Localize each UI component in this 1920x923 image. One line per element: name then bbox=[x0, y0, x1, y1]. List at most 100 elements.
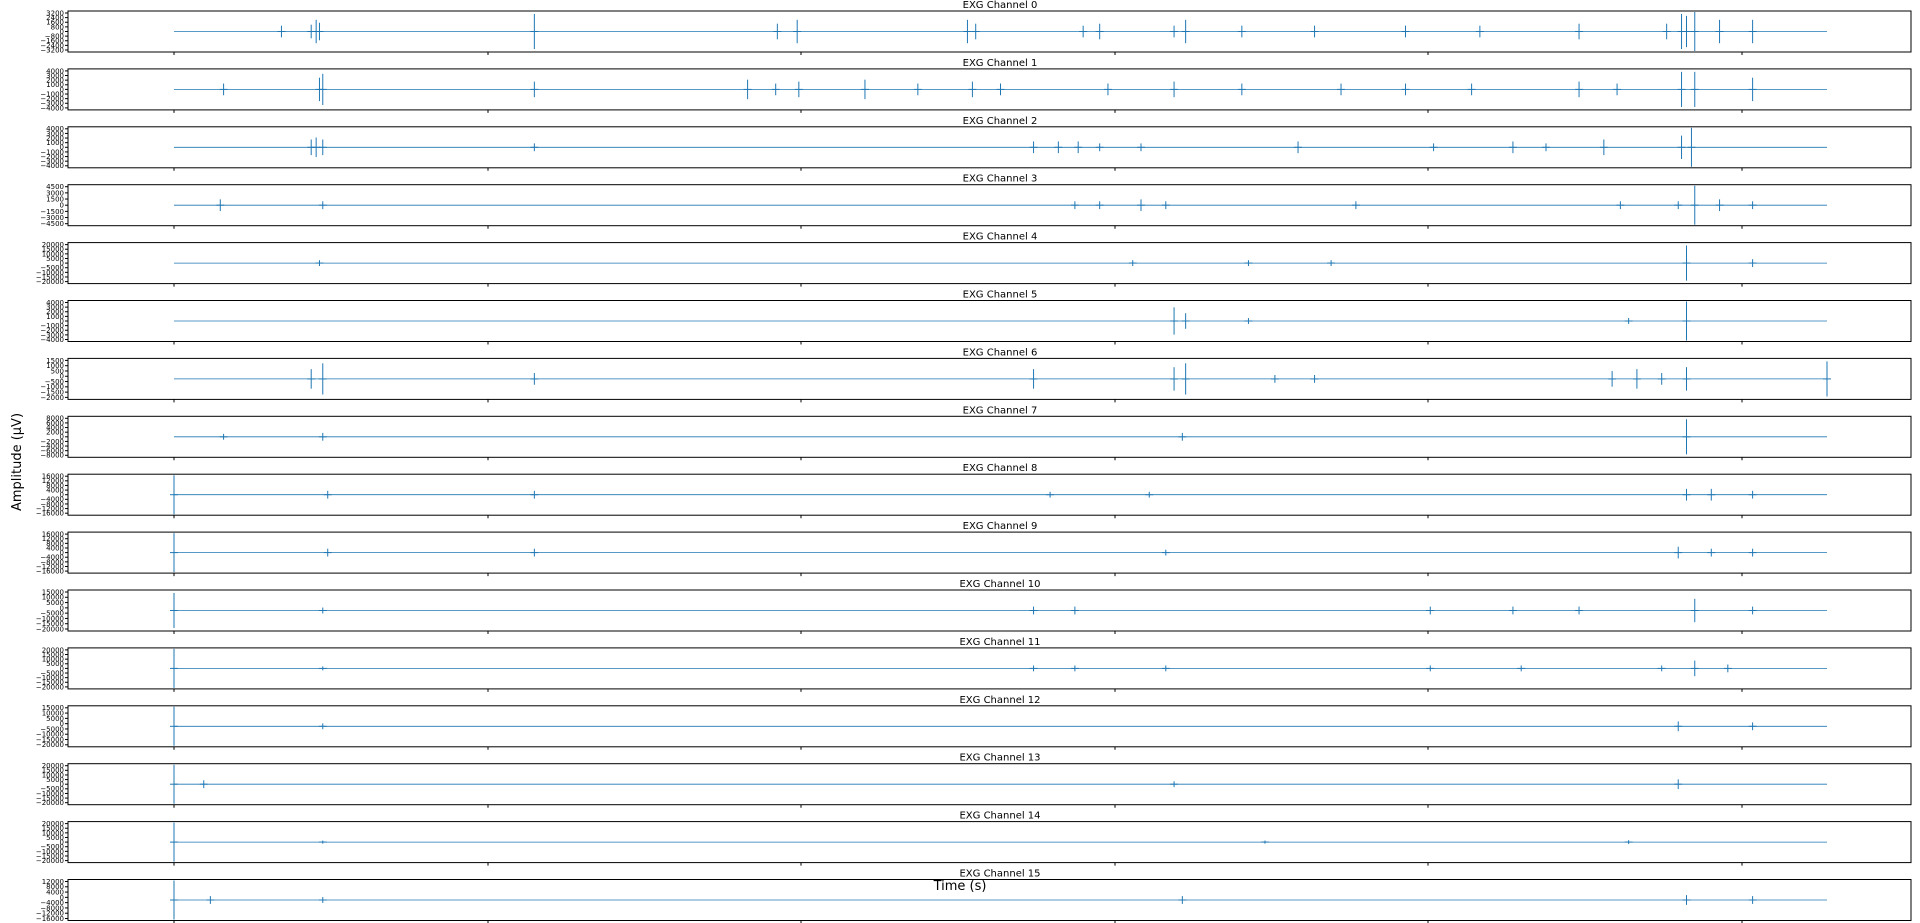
channel-panel-7: EXG Channel 7 80006000400020000−2000−4000… bbox=[40, 405, 1912, 461]
y-tick-label: 15000 bbox=[42, 767, 64, 775]
y-tick-label: 5000 bbox=[46, 660, 64, 668]
channel-panel-0: EXG Channel 0 3200240016008000−800−1600−2… bbox=[40, 0, 1912, 55]
y-axis-label: Amplitude (µV) bbox=[10, 413, 25, 511]
channel-panels: EXG Channel 03200240016008000−800−1600−2… bbox=[36, 0, 1912, 923]
y-tick-label: −8000 bbox=[40, 452, 64, 460]
y-tick-label: −6000 bbox=[40, 447, 64, 455]
y-tick-label: 8000 bbox=[46, 540, 64, 548]
panel-title: EXG Channel 3 bbox=[963, 174, 1038, 185]
y-tick-label: −500 bbox=[45, 378, 64, 386]
y-tick-label: −10000 bbox=[36, 731, 64, 739]
y-tick-label: −4000 bbox=[40, 104, 64, 112]
y-tick-label: −4500 bbox=[40, 220, 64, 228]
channel-panel-2: EXG Channel 2 40003000200010000−1000−2000… bbox=[40, 116, 1912, 171]
y-tick-label: −1600 bbox=[40, 37, 64, 45]
y-tick-label: −4000 bbox=[40, 496, 64, 504]
y-tick-label: 2000 bbox=[46, 134, 64, 142]
y-tick-label: −2000 bbox=[40, 438, 64, 446]
y-tick-label: −2000 bbox=[40, 153, 64, 161]
panel-frame bbox=[67, 357, 1912, 400]
y-tick-label: 4000 bbox=[46, 424, 64, 432]
y-tick-label: 12000 bbox=[42, 477, 64, 485]
y-tick-label: 3000 bbox=[46, 304, 64, 312]
panel-title: EXG Channel 14 bbox=[959, 811, 1040, 822]
y-tick-label: −3200 bbox=[40, 46, 64, 54]
channel-panel-6: EXG Channel 6 150010005000−500−1000−1500−… bbox=[40, 347, 1912, 403]
channel-panel-13: EXG Channel 1320000150001000050000−5000−… bbox=[36, 753, 1912, 808]
y-tick-label: −3000 bbox=[40, 158, 64, 166]
y-tick-label: 5000 bbox=[46, 715, 64, 723]
y-tick-label: 2400 bbox=[46, 14, 64, 22]
y-tick-label: −3000 bbox=[40, 331, 64, 339]
y-tick-label: 0 bbox=[60, 260, 64, 268]
y-tick-label: −20000 bbox=[36, 278, 64, 286]
y-tick-label: −10000 bbox=[36, 269, 64, 277]
y-tick-label: 3000 bbox=[46, 72, 64, 80]
y-tick-label: 5000 bbox=[46, 599, 64, 607]
y-tick-label: −5000 bbox=[40, 669, 64, 677]
channel-panel-8: EXG Channel 8 1600012000800040000−4000−80… bbox=[36, 463, 1912, 519]
y-tick-label: −2400 bbox=[40, 42, 64, 50]
y-tick-label: 10000 bbox=[42, 594, 64, 602]
y-tick-label: 10000 bbox=[42, 250, 64, 258]
channel-panel-14: EXG Channel 1420000150001000050000−5000−… bbox=[36, 811, 1912, 866]
y-tick-label: 15000 bbox=[42, 704, 64, 712]
y-tick-label: −15000 bbox=[36, 736, 64, 744]
channel-panel-10: EXG Channel 10 150001000050000−5000−10000… bbox=[36, 579, 1912, 634]
y-tick-label: 20000 bbox=[42, 241, 64, 249]
y-tick-label: −5000 bbox=[40, 843, 64, 851]
y-tick-label: 12000 bbox=[42, 878, 64, 886]
y-tick-label: 10000 bbox=[42, 709, 64, 717]
y-tick-label: −16000 bbox=[36, 568, 64, 576]
y-tick-label: −20000 bbox=[36, 625, 64, 633]
channel-panel-9: EXG Channel 9 1600012000800040000−4000−80… bbox=[36, 521, 1912, 577]
y-tick-label: −4000 bbox=[40, 336, 64, 344]
y-tick-label: 15000 bbox=[42, 651, 64, 659]
y-tick-label: 0 bbox=[60, 781, 64, 789]
y-tick-label: −5000 bbox=[40, 785, 64, 793]
y-tick-label: −1000 bbox=[40, 90, 64, 98]
channel-panel-4: EXG Channel 4 20000150001000050000−5000−1… bbox=[36, 232, 1912, 287]
y-tick-label: 4000 bbox=[46, 544, 64, 552]
y-tick-label: −16000 bbox=[36, 510, 64, 518]
y-tick-label: 0 bbox=[60, 839, 64, 847]
y-tick-label: 4000 bbox=[46, 299, 64, 307]
y-tick-label: −10000 bbox=[36, 674, 64, 682]
y-tick-label: 15000 bbox=[42, 588, 64, 596]
y-tick-label: −5000 bbox=[40, 610, 64, 618]
y-tick-label: −4000 bbox=[40, 899, 64, 907]
y-tick-label: 1000 bbox=[46, 313, 64, 321]
y-tick-label: 5000 bbox=[46, 776, 64, 784]
y-tick-label: 0 bbox=[60, 604, 64, 612]
panel-title: EXG Channel 11 bbox=[959, 637, 1040, 648]
y-tick-label: −15000 bbox=[36, 679, 64, 687]
y-tick-label: −8000 bbox=[40, 904, 64, 912]
y-tick-label: 0 bbox=[60, 491, 64, 499]
y-tick-label: 1600 bbox=[46, 19, 64, 27]
y-tick-label: 1500 bbox=[46, 357, 64, 365]
y-tick-label: 4000 bbox=[46, 888, 64, 896]
y-tick-label: −20000 bbox=[36, 857, 64, 865]
y-tick-label: −15000 bbox=[36, 620, 64, 628]
y-tick-label: 0 bbox=[60, 720, 64, 728]
y-tick-label: 2000 bbox=[46, 308, 64, 316]
y-tick-label: 8000 bbox=[46, 415, 64, 423]
y-tick-label: 12000 bbox=[42, 535, 64, 543]
y-tick-label: 20000 bbox=[42, 820, 64, 828]
y-tick-label: −5000 bbox=[40, 725, 64, 733]
y-tick-label: −4000 bbox=[40, 162, 64, 170]
y-tick-label: −15000 bbox=[36, 273, 64, 281]
y-tick-label: −5000 bbox=[40, 264, 64, 272]
y-tick-label: 16000 bbox=[42, 473, 64, 481]
y-tick-label: 3000 bbox=[46, 189, 64, 197]
y-tick-label: −12000 bbox=[36, 910, 64, 918]
y-tick-label: 8000 bbox=[46, 883, 64, 891]
panel-title: EXG Channel 0 bbox=[963, 0, 1038, 11]
y-tick-label: 500 bbox=[51, 367, 64, 375]
x-axis-label: Time (s) bbox=[933, 879, 987, 894]
y-tick-label: 3200 bbox=[46, 9, 64, 17]
y-tick-label: −10000 bbox=[36, 790, 64, 798]
y-tick-label: −16000 bbox=[36, 915, 64, 923]
channel-panel-12: EXG Channel 12 150001000050000−5000−10000… bbox=[36, 695, 1912, 750]
y-tick-label: −15000 bbox=[36, 794, 64, 802]
